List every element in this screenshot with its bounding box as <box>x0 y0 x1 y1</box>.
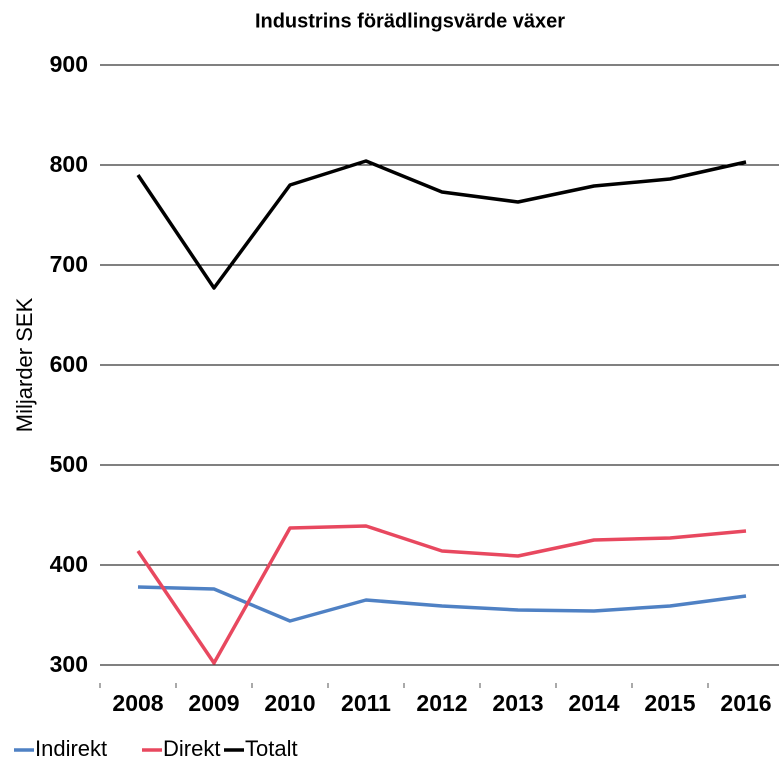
y-tick-label: 900 <box>50 51 88 77</box>
x-tick-label: 2012 <box>416 690 467 716</box>
y-tick-label: 400 <box>50 551 88 577</box>
y-tick-label: 800 <box>50 151 88 177</box>
x-tick-label: 2013 <box>492 690 543 716</box>
x-tick-label: 2009 <box>188 690 239 716</box>
x-tick-label: 2015 <box>644 690 695 716</box>
legend-label: Indirekt <box>35 736 107 761</box>
line <box>136 159 747 290</box>
x-tick-label: 2014 <box>568 690 619 716</box>
y-tick-label: 300 <box>50 651 88 677</box>
y-tick-label: 500 <box>50 451 88 477</box>
x-tick-label: 2011 <box>341 690 391 716</box>
y-axis-label: Miljarder SEK <box>12 297 37 432</box>
line <box>137 585 747 623</box>
y-tick-label: 600 <box>50 351 88 377</box>
chart-title: Industrins förädlingsvärde växer <box>255 10 565 32</box>
y-tick-label: 700 <box>50 251 88 277</box>
x-tick-label: 2016 <box>720 690 771 716</box>
legend-label: Totalt <box>245 736 298 761</box>
x-tick-label: 2010 <box>264 690 315 716</box>
x-tick-label: 2008 <box>112 690 163 716</box>
legend-label: Direkt <box>163 736 220 761</box>
line <box>136 524 747 665</box>
